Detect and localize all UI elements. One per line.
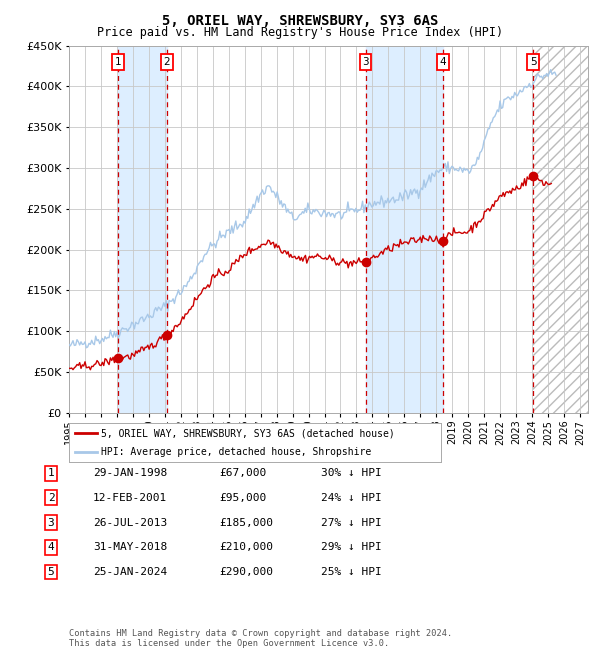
Text: 5, ORIEL WAY, SHREWSBURY, SY3 6AS (detached house): 5, ORIEL WAY, SHREWSBURY, SY3 6AS (detac… xyxy=(101,428,394,438)
Text: 5, ORIEL WAY, SHREWSBURY, SY3 6AS: 5, ORIEL WAY, SHREWSBURY, SY3 6AS xyxy=(162,14,438,28)
Text: 24% ↓ HPI: 24% ↓ HPI xyxy=(321,493,382,503)
Text: HPI: Average price, detached house, Shropshire: HPI: Average price, detached house, Shro… xyxy=(101,447,371,457)
Text: 31-MAY-2018: 31-MAY-2018 xyxy=(93,542,167,552)
Text: 4: 4 xyxy=(47,542,55,552)
Text: 26-JUL-2013: 26-JUL-2013 xyxy=(93,517,167,528)
Text: 25% ↓ HPI: 25% ↓ HPI xyxy=(321,567,382,577)
Text: 27% ↓ HPI: 27% ↓ HPI xyxy=(321,517,382,528)
Text: 2: 2 xyxy=(47,493,55,503)
Text: This data is licensed under the Open Government Licence v3.0.: This data is licensed under the Open Gov… xyxy=(69,639,389,648)
Text: Price paid vs. HM Land Registry's House Price Index (HPI): Price paid vs. HM Land Registry's House … xyxy=(97,26,503,39)
Bar xyxy=(118,46,167,413)
Text: 5: 5 xyxy=(47,567,55,577)
Text: £210,000: £210,000 xyxy=(219,542,273,552)
Text: 12-FEB-2001: 12-FEB-2001 xyxy=(93,493,167,503)
Text: £95,000: £95,000 xyxy=(219,493,266,503)
Text: £185,000: £185,000 xyxy=(219,517,273,528)
Text: 25-JAN-2024: 25-JAN-2024 xyxy=(93,567,167,577)
Text: 1: 1 xyxy=(115,57,121,67)
Bar xyxy=(533,46,588,413)
Bar xyxy=(365,46,443,413)
Text: 5: 5 xyxy=(530,57,536,67)
Bar xyxy=(533,46,588,413)
Text: 4: 4 xyxy=(440,57,446,67)
Text: 3: 3 xyxy=(47,517,55,528)
Text: 2: 2 xyxy=(163,57,170,67)
Text: Contains HM Land Registry data © Crown copyright and database right 2024.: Contains HM Land Registry data © Crown c… xyxy=(69,629,452,638)
Text: £67,000: £67,000 xyxy=(219,468,266,478)
Text: 3: 3 xyxy=(362,57,369,67)
Text: 30% ↓ HPI: 30% ↓ HPI xyxy=(321,468,382,478)
Text: 29% ↓ HPI: 29% ↓ HPI xyxy=(321,542,382,552)
Text: 1: 1 xyxy=(47,468,55,478)
Text: £290,000: £290,000 xyxy=(219,567,273,577)
Text: 29-JAN-1998: 29-JAN-1998 xyxy=(93,468,167,478)
